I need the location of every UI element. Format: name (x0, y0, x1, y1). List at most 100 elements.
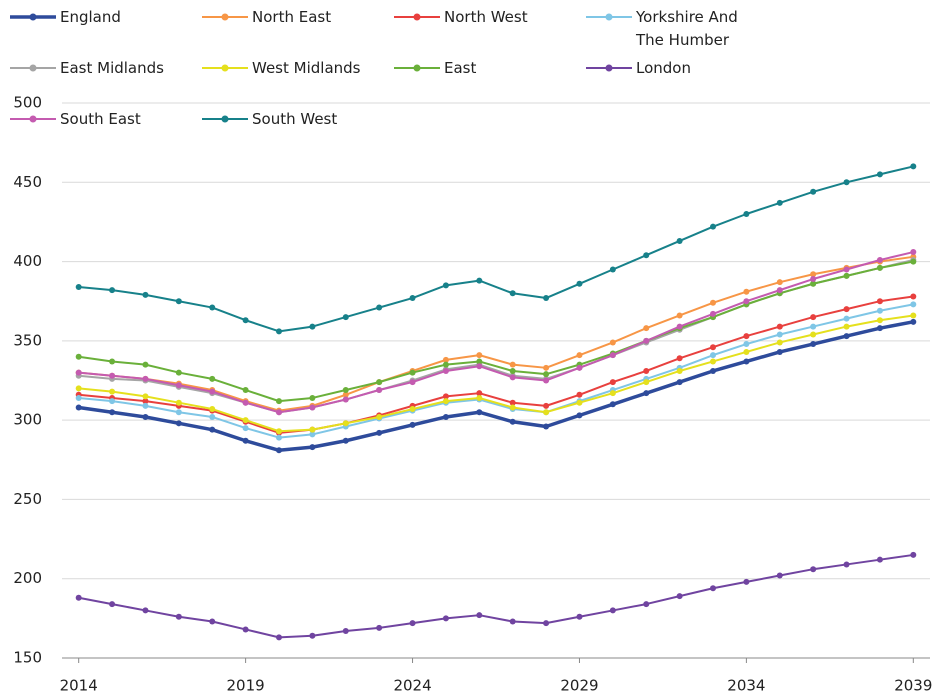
legend-item: East (394, 57, 586, 108)
data-point (643, 601, 650, 608)
legend-label: West Midlands (252, 59, 361, 77)
data-point (75, 594, 82, 601)
legend-label: South West (252, 110, 338, 128)
data-point (609, 390, 616, 397)
legend-dot (413, 64, 421, 72)
data-point (543, 423, 550, 430)
data-point (342, 420, 349, 427)
x-tick-label: 2039 (894, 677, 932, 695)
legend-item: Yorkshire And The Humber (586, 6, 778, 57)
data-point (810, 188, 817, 195)
data-point (576, 399, 583, 406)
legend-swatch (10, 13, 56, 21)
data-point (109, 287, 116, 294)
data-point (309, 632, 316, 639)
data-point (710, 585, 716, 592)
series-line (78, 255, 914, 412)
series-line (78, 251, 914, 414)
data-point (676, 367, 683, 374)
series-line (78, 320, 914, 453)
data-point (442, 398, 449, 405)
data-point (843, 333, 850, 340)
data-point (910, 312, 917, 319)
legend-label: England (60, 8, 121, 26)
data-point (175, 613, 182, 620)
data-point (442, 356, 449, 363)
legend-item: England (10, 6, 202, 57)
data-point (876, 325, 883, 332)
series-line (78, 553, 914, 639)
data-point (175, 382, 182, 389)
series-line (78, 295, 914, 434)
data-point (409, 369, 416, 376)
data-point (876, 307, 883, 314)
data-point (409, 379, 416, 386)
data-point (209, 426, 216, 433)
data-point (109, 388, 116, 395)
legend-dot (605, 64, 613, 72)
data-point (810, 276, 817, 283)
legend-label: South East (60, 110, 141, 128)
data-point (142, 607, 149, 614)
legend-swatch (10, 64, 56, 72)
data-point (509, 418, 516, 425)
data-point (910, 301, 917, 308)
data-point (276, 328, 282, 335)
data-point (643, 367, 650, 374)
data-point (509, 618, 516, 625)
legend-item: South East (10, 108, 202, 159)
data-point (209, 375, 216, 382)
y-tick-label: 300 (13, 411, 42, 429)
legend-dot (605, 13, 613, 21)
legend-item: North West (394, 6, 586, 57)
data-point (209, 413, 216, 420)
data-point (509, 290, 516, 297)
legend-swatch (394, 13, 440, 21)
data-point (543, 364, 550, 371)
data-point (376, 304, 383, 311)
data-point (543, 371, 550, 378)
legend-dot (29, 64, 37, 72)
data-point (876, 256, 883, 263)
data-point (843, 272, 850, 279)
data-point (543, 295, 550, 302)
data-point (676, 312, 683, 319)
data-point (576, 364, 583, 371)
legend-swatch (202, 115, 248, 123)
data-point (376, 379, 383, 386)
data-point (776, 279, 783, 286)
data-point (409, 421, 416, 428)
data-point (876, 298, 883, 305)
legend-item: South West (202, 108, 394, 159)
y-tick-label: 350 (13, 331, 42, 349)
x-tick-label: 2019 (227, 677, 265, 695)
legend-swatch (394, 64, 440, 72)
data-point (710, 299, 716, 306)
data-point (609, 607, 616, 614)
legend-dot (413, 13, 421, 21)
data-point (242, 417, 249, 424)
data-point (109, 398, 116, 405)
data-point (409, 406, 416, 413)
legend-dot (221, 13, 229, 21)
data-point (75, 385, 82, 392)
data-point (476, 390, 483, 397)
data-point (843, 266, 850, 273)
data-point (810, 341, 817, 348)
data-point (609, 352, 616, 359)
data-point (476, 352, 483, 359)
data-point (476, 277, 483, 284)
data-point (175, 420, 182, 427)
data-point (242, 399, 249, 406)
data-point (442, 282, 449, 289)
data-point (409, 620, 416, 627)
y-tick-label: 400 (13, 252, 42, 270)
data-point (442, 615, 449, 622)
data-point (509, 374, 516, 381)
data-point (576, 280, 583, 287)
data-point (509, 399, 516, 406)
data-point (676, 355, 683, 362)
data-point (509, 361, 516, 368)
